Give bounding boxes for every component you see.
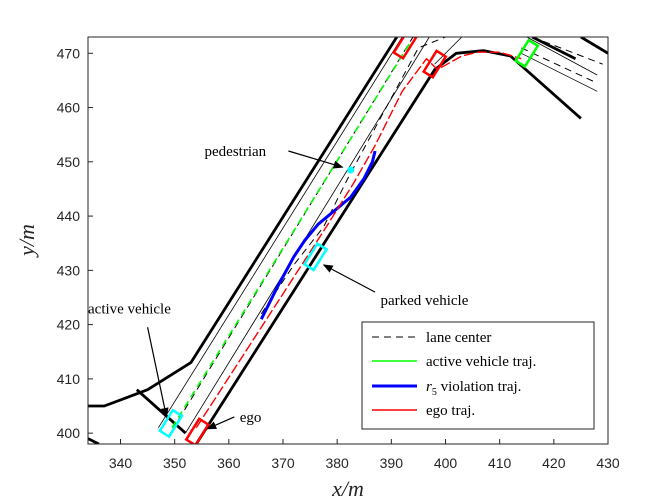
road-boundary-1 — [195, 49, 582, 444]
legend-box — [361, 321, 595, 430]
annotation-arrow-pedestrian — [288, 150, 344, 169]
legend-label-violation: r5 violation traj. — [426, 379, 521, 398]
legend: lane center active vehicle traj. r5 viol… — [361, 321, 595, 430]
lane-line-0 — [158, 37, 403, 428]
y-tick-label-410: 410 — [57, 371, 81, 387]
annotation-arrow-ego — [206, 416, 235, 430]
series-active-vehicle-traj-4 — [171, 41, 411, 429]
road-boundary-4 — [531, 37, 577, 60]
vehicle-ego-far-right — [421, 49, 448, 80]
y-axis-label: y/m — [14, 224, 39, 258]
series-r5-violation-traj-5 — [259, 150, 377, 320]
y-tick-label-470: 470 — [57, 45, 81, 61]
x-tick-label-370: 370 — [271, 455, 295, 471]
vehicle-parked-vehicle — [302, 241, 329, 272]
annotation-active-vehicle: active vehicle — [88, 301, 171, 317]
y-axis: 400 410 420 430 440 450 460 470 — [57, 45, 93, 441]
y-tick-label-440: 440 — [57, 208, 81, 224]
y-tick-label-460: 460 — [57, 100, 81, 116]
plot-area — [88, 37, 608, 444]
road-boundary-5 — [580, 37, 608, 55]
y-tick-label-400: 400 — [57, 425, 81, 441]
road-boundary-0 — [88, 37, 398, 408]
x-tick-label-410: 410 — [488, 455, 512, 471]
x-tick-label-340: 340 — [109, 455, 133, 471]
series-ego-traj-6 — [195, 51, 522, 429]
y-tick-label-430: 430 — [57, 262, 81, 278]
legend-label-lane-center: lane center — [426, 330, 491, 346]
x-tick-label-420: 420 — [542, 455, 566, 471]
y-tick-label-420: 420 — [57, 317, 81, 333]
x-axis-label: x/m — [331, 476, 364, 501]
lane-line-2 — [434, 37, 463, 65]
x-tick-label-350: 350 — [163, 455, 187, 471]
pedestrian-marker — [347, 166, 355, 174]
x-tick-label-430: 430 — [596, 455, 620, 471]
series-lane-center-1 — [260, 37, 446, 315]
vehicle-ego — [184, 417, 211, 444]
lane-line-3 — [521, 52, 598, 92]
x-tick-label-400: 400 — [434, 455, 458, 471]
x-axis: 340 350 360 370 380 390 400 410 420 430 — [109, 439, 620, 471]
vehicle-active-vehicle — [158, 408, 184, 439]
lane-line-4 — [526, 37, 598, 76]
annotation-ego: ego — [240, 410, 262, 426]
annotation-arrow-active-vehicle — [147, 327, 169, 418]
x-tick-label-390: 390 — [380, 455, 404, 471]
axes-frame — [87, 36, 609, 445]
vehicle-ego-far — [392, 37, 418, 61]
series-lane-center-3 — [532, 37, 603, 65]
y-tick-label-450: 450 — [57, 154, 81, 170]
annotation-arrow-parked-vehicle — [322, 264, 376, 293]
vehicle-active-vehicle-far — [514, 38, 540, 69]
road-boundary-3 — [88, 437, 100, 444]
annotations: pedestrian parked vehicle active vehicle eg… — [88, 144, 469, 430]
annotation-pedestrian: pedestrian — [205, 144, 267, 160]
annotation-parked-vehicle: parked vehicle — [381, 293, 469, 309]
legend-label-active-vehicle: active vehicle traj. — [426, 354, 536, 370]
x-tick-label-380: 380 — [325, 455, 349, 471]
legend-label-ego: ego traj. — [426, 403, 475, 419]
x-tick-label-360: 360 — [217, 455, 241, 471]
